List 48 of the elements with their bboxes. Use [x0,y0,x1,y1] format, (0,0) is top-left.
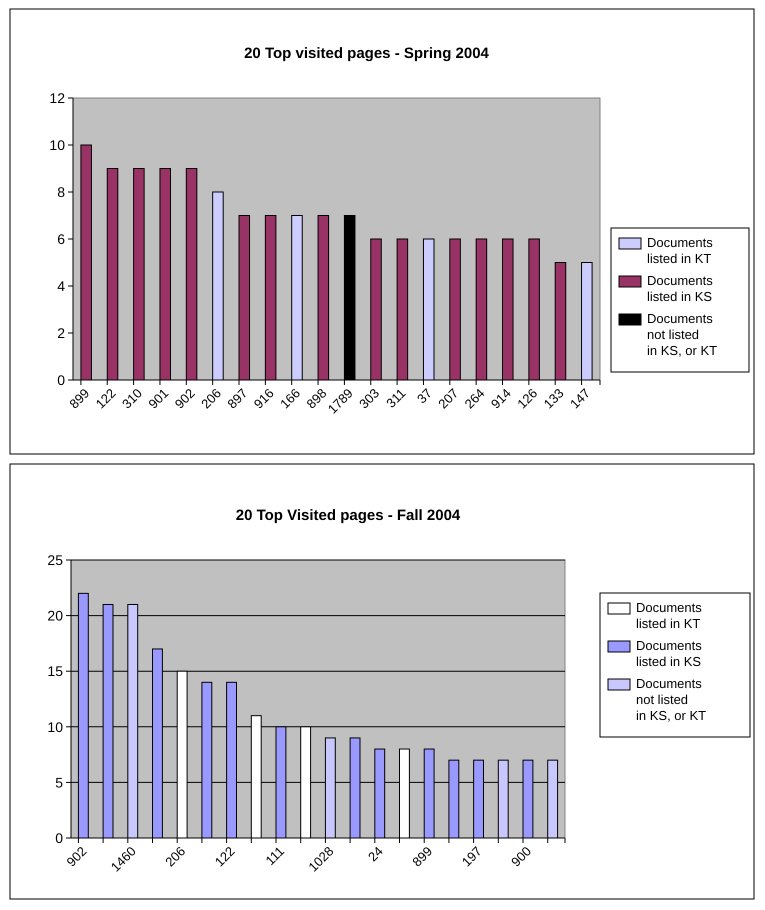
y-tick-label: 5 [55,774,64,790]
x-tick-label: 898 [303,386,330,412]
x-tick-label: 916 [250,386,277,412]
legend-label: Documents listed in KS [636,638,702,669]
legend-label: Documents not listed in KS, or KT [647,311,718,358]
x-tick-label: 914 [488,386,514,412]
y-tick-label: 2 [57,325,66,341]
x-tick-label: 899 [66,386,92,412]
x-tick-label: 37 [414,386,435,406]
legend-label: Documents listed in KS [647,273,714,304]
y-tick-label: 0 [55,830,64,846]
y-tick-label: 20 [47,608,64,624]
y-tick-label: 8 [57,184,66,200]
x-tick-label: 900 [508,844,534,870]
x-tick-label: 126 [514,386,540,412]
x-tick-label: 897 [224,386,250,412]
chart-title: 20 Top Visited pages - Fall 2004 [236,507,461,524]
x-tick-label: 147 [566,386,593,412]
x-tick-label: 206 [162,844,188,870]
x-tick-label: 207 [435,386,462,412]
y-tick-label: 0 [57,372,66,388]
x-tick-label: 310 [119,386,145,412]
x-tick-label: 901 [145,386,172,412]
y-tick-label: 12 [49,90,66,106]
y-tick-label: 10 [47,718,64,735]
x-tick-label: 197 [458,844,485,870]
legend-label: Documents not listed in KS, or KT [636,676,706,723]
x-tick-label: 122 [212,844,238,870]
y-tick-label: 10 [49,137,66,153]
y-tick-label: 6 [57,231,66,247]
y-tick-label: 25 [47,552,64,568]
x-tick-label: 166 [277,386,304,412]
x-tick-label: 902 [64,844,90,870]
x-tick-label: 206 [198,386,224,412]
x-tick-label: 303 [356,386,382,412]
x-tick-label: 311 [383,386,408,411]
chart-title: 20 Top visited pages - Spring 2004 [244,45,490,62]
legend-label: Documents listed in KT [636,600,702,631]
x-tick-label: 122 [92,386,119,412]
x-tick-label: 133 [540,386,567,412]
y-tick-label: 4 [57,278,66,294]
legend-label: Documents listed in KT [647,235,714,266]
x-tick-label: 24 [365,844,386,864]
x-tick-label: 899 [409,844,436,870]
x-tick-label: 111 [262,844,288,868]
x-tick-label: 264 [462,386,488,412]
x-tick-label: 902 [172,386,198,412]
y-tick-label: 15 [47,663,64,680]
